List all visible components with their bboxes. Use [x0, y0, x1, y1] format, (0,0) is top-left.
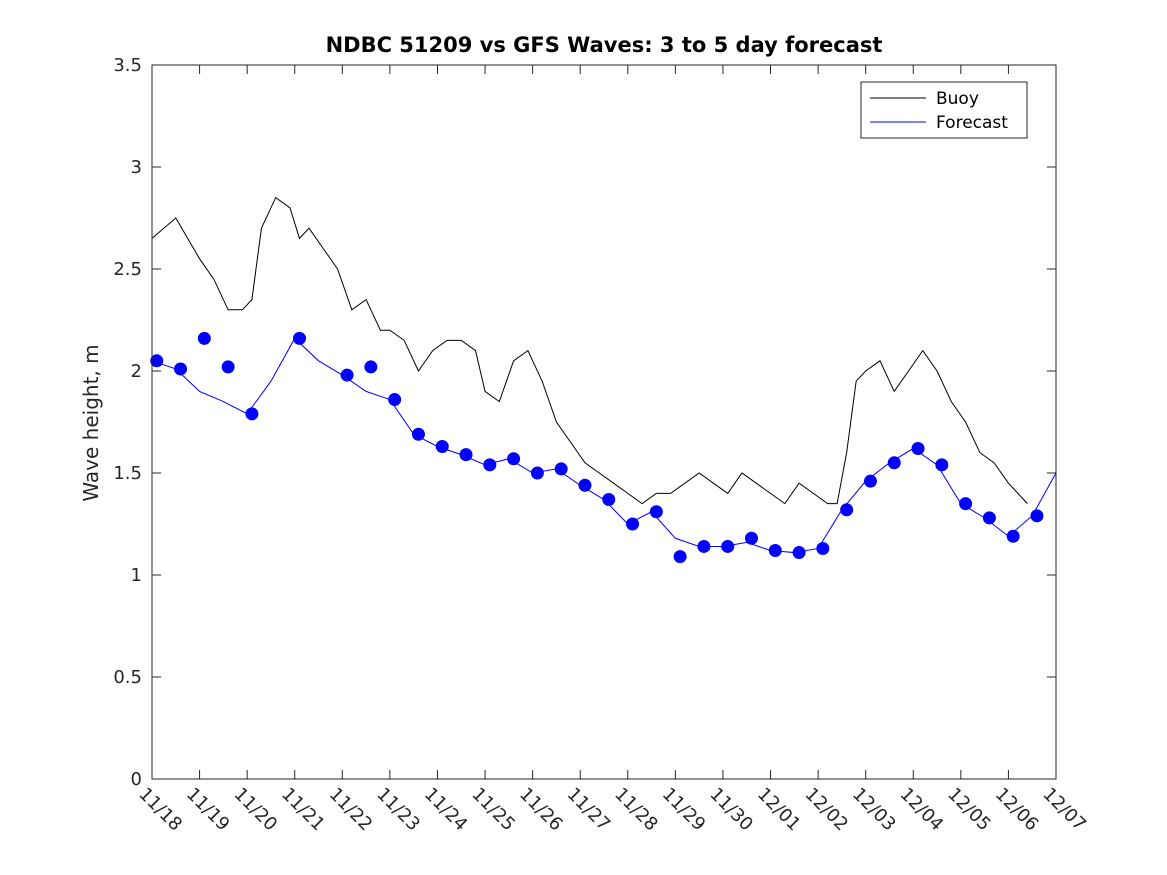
legend-box: [860, 81, 1028, 139]
forecast-marker: [221, 360, 235, 374]
forecast-marker: [1030, 509, 1044, 523]
axes-box: [151, 64, 1057, 780]
forecast-marker: [840, 503, 854, 517]
forecast-marker: [245, 407, 259, 421]
forecast-marker: [388, 393, 402, 407]
forecast-marker: [744, 531, 758, 545]
forecast-marker: [340, 368, 354, 382]
forecast-marker: [174, 362, 188, 376]
forecast-marker: [411, 427, 425, 441]
forecast-marker: [792, 546, 806, 560]
forecast-marker: [673, 550, 687, 564]
y-tick-label: 1.5: [113, 463, 142, 484]
forecast-marker: [530, 466, 544, 480]
legend: Buoy Forecast: [860, 81, 1028, 139]
forecast-marker: [150, 354, 164, 368]
forecast-marker: [197, 331, 211, 345]
y-tick-label: 2: [131, 361, 142, 382]
y-tick-label: 1: [131, 565, 142, 586]
forecast-marker: [982, 511, 996, 525]
forecast-marker: [911, 442, 925, 456]
forecast-marker: [1006, 529, 1020, 543]
forecast-marker: [364, 360, 378, 374]
forecast-marker: [863, 474, 877, 488]
forecast-marker: [721, 539, 735, 553]
forecast-marker: [483, 458, 497, 472]
y-tick-label: 3.5: [113, 55, 142, 76]
y-axis-label: Wave height, m: [79, 344, 103, 501]
y-tick-label: 2.5: [113, 259, 142, 280]
legend-forecast-label: Forecast: [936, 113, 1008, 133]
buoy-series-line: [151, 196, 1028, 505]
forecast-marker: [459, 448, 473, 462]
forecast-marker: [602, 493, 616, 507]
forecast-marker: [816, 541, 830, 555]
forecast-marker: [578, 478, 592, 492]
forecast-marker: [507, 452, 521, 466]
forecast-marker: [697, 539, 711, 553]
forecast-marker: [554, 462, 568, 476]
legend-buoy-label: Buoy: [936, 89, 979, 109]
y-tick-label: 3: [131, 157, 142, 178]
forecast-marker: [435, 439, 449, 453]
forecast-marker: [959, 497, 973, 511]
forecast-marker: [935, 458, 949, 472]
forecast-marker: [887, 456, 901, 470]
y-tick-label: 0: [131, 769, 142, 790]
forecast-marker: [649, 505, 663, 519]
forecast-marker: [626, 517, 640, 531]
y-tick-label: 0.5: [113, 667, 142, 688]
forecast-marker: [768, 544, 782, 558]
forecast-marker: [292, 331, 306, 345]
chart-title: NDBC 51209 vs GFS Waves: 3 to 5 day fore…: [326, 33, 883, 57]
